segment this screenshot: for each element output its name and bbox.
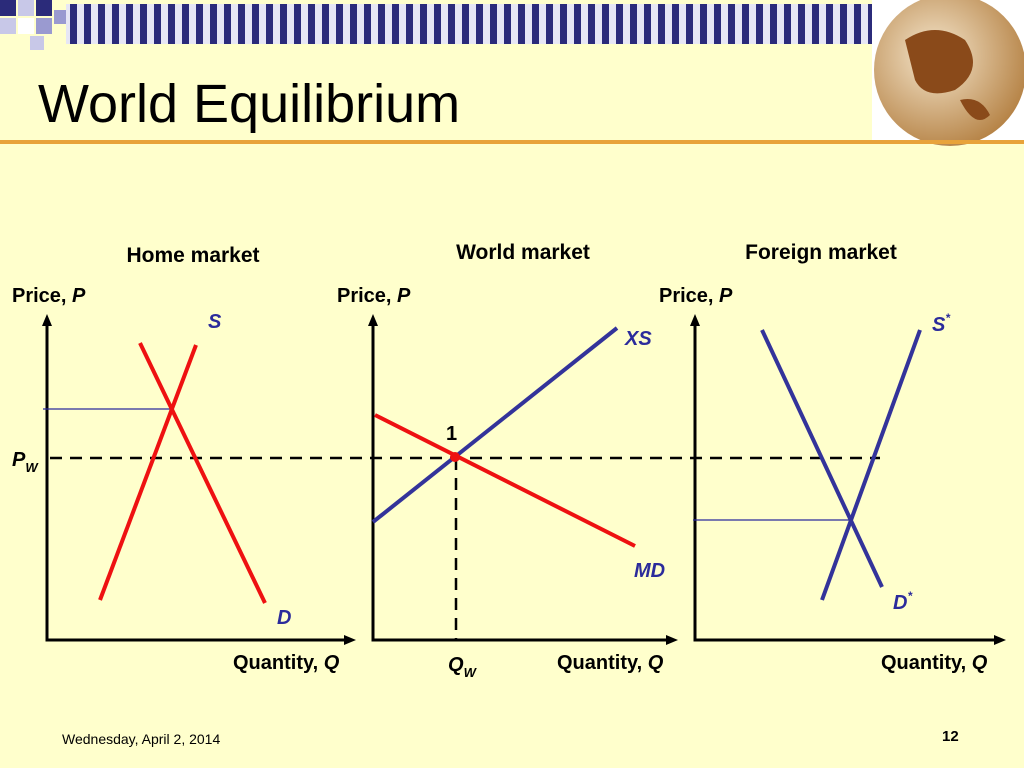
equilibrium-point: [450, 452, 460, 462]
qty-label: QW: [448, 654, 478, 680]
label-var: P: [397, 285, 411, 307]
footer-date: Wednesday, April 2, 2014: [62, 731, 220, 747]
point-label: 1: [446, 423, 457, 445]
curve-label: S: [208, 311, 222, 333]
decoration-squares: [0, 0, 872, 50]
curve-name: D: [893, 592, 907, 614]
foreign-supply: [820, 329, 922, 601]
label-text: Price,: [12, 285, 66, 307]
axes: [45, 320, 1000, 642]
home-supply: [98, 344, 198, 601]
arrowheads: [42, 314, 1006, 645]
curves: [98, 326, 922, 604]
x-axis-label: Quantity, Q: [557, 652, 664, 674]
label-var: Q: [324, 652, 340, 674]
label-text: Quantity,: [233, 652, 318, 674]
page-number: 12: [942, 728, 959, 745]
panel-header: World market: [456, 241, 590, 264]
home-demand: [138, 342, 267, 604]
label-var: Q: [972, 652, 988, 674]
label-sub: W: [464, 665, 478, 680]
x-axis-label: Quantity, Q: [233, 652, 340, 674]
slide-title: World Equilibrium: [38, 74, 460, 134]
globe-land: [905, 30, 990, 120]
y-axis-label: Price, P: [659, 285, 733, 307]
foreign-demand: [760, 329, 884, 588]
label-base: Q: [448, 654, 464, 676]
curve-sup: *: [945, 311, 951, 325]
y-axis-label: Price, P: [12, 285, 86, 307]
label-text: Price,: [659, 285, 713, 307]
y-axis-label: Price, P: [337, 285, 411, 307]
curve-label: S*: [932, 311, 951, 336]
panel-header: Foreign market: [745, 241, 897, 264]
panel-header: Home market: [126, 244, 259, 267]
curve-label: D: [277, 607, 291, 629]
label-var: Q: [648, 652, 664, 674]
export-supply: [371, 326, 619, 524]
price-label: PW: [12, 449, 39, 475]
label-text: Quantity,: [881, 652, 966, 674]
label-text: Price,: [337, 285, 391, 307]
curve-label: XS: [624, 328, 652, 350]
curve-sup: *: [907, 589, 913, 603]
curve-label: D*: [893, 589, 913, 614]
label-var: P: [719, 285, 733, 307]
import-demand: [374, 413, 636, 548]
label-sub: W: [25, 460, 39, 475]
curve-name: S: [932, 314, 946, 336]
label-var: P: [72, 285, 86, 307]
x-axis-label: Quantity, Q: [881, 652, 988, 674]
label-base: P: [12, 449, 26, 471]
label-text: Quantity,: [557, 652, 642, 674]
curve-label: MD: [634, 560, 665, 582]
